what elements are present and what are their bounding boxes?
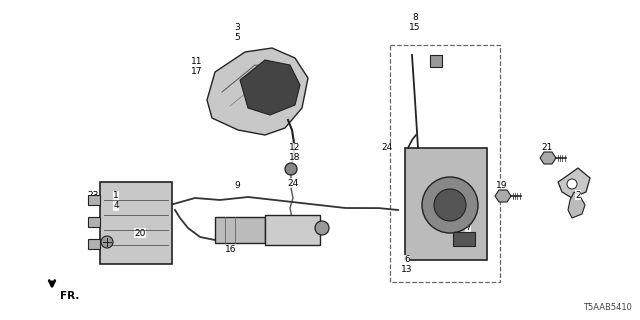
Text: 17: 17 [191, 68, 203, 76]
Text: 19: 19 [496, 180, 508, 189]
Polygon shape [207, 48, 308, 135]
Bar [265, 215, 320, 245]
Text: 11: 11 [191, 58, 203, 67]
Circle shape [315, 221, 329, 235]
Bar [88, 239, 100, 249]
Polygon shape [558, 168, 590, 198]
Circle shape [285, 163, 297, 175]
Text: 2: 2 [575, 190, 581, 199]
Circle shape [101, 236, 113, 248]
Bar [430, 55, 442, 67]
Text: T5AAB5410: T5AAB5410 [583, 303, 632, 312]
Text: 13: 13 [401, 266, 413, 275]
Text: 21: 21 [541, 143, 553, 153]
Polygon shape [495, 190, 511, 202]
Circle shape [434, 189, 466, 221]
Text: 9: 9 [234, 181, 240, 190]
Text: 24: 24 [287, 179, 299, 188]
Polygon shape [540, 152, 556, 164]
Text: 15: 15 [409, 23, 420, 33]
Bar [215, 217, 265, 243]
Text: 8: 8 [412, 13, 418, 22]
Bar [88, 217, 100, 227]
Bar [390, 45, 500, 282]
Text: 23: 23 [87, 191, 99, 201]
Text: 6: 6 [404, 255, 410, 265]
Text: 16: 16 [225, 245, 237, 254]
Bar [453, 232, 475, 246]
Text: 14: 14 [462, 234, 474, 243]
Text: 3: 3 [234, 23, 240, 33]
Text: 18: 18 [289, 154, 301, 163]
Circle shape [567, 179, 577, 189]
Polygon shape [568, 192, 585, 218]
Text: 10: 10 [225, 236, 237, 244]
Bar [405, 148, 487, 260]
Text: 4: 4 [113, 202, 119, 211]
Text: 5: 5 [234, 34, 240, 43]
Text: FR.: FR. [60, 291, 79, 301]
Bar [100, 182, 172, 264]
Text: 7: 7 [465, 223, 471, 233]
Text: 24: 24 [381, 143, 392, 153]
Polygon shape [240, 60, 300, 115]
Bar [88, 195, 100, 205]
Text: 12: 12 [289, 143, 301, 153]
Text: 22: 22 [225, 218, 237, 227]
Circle shape [422, 177, 478, 233]
Text: 1: 1 [113, 191, 119, 201]
Text: 20: 20 [134, 228, 146, 237]
